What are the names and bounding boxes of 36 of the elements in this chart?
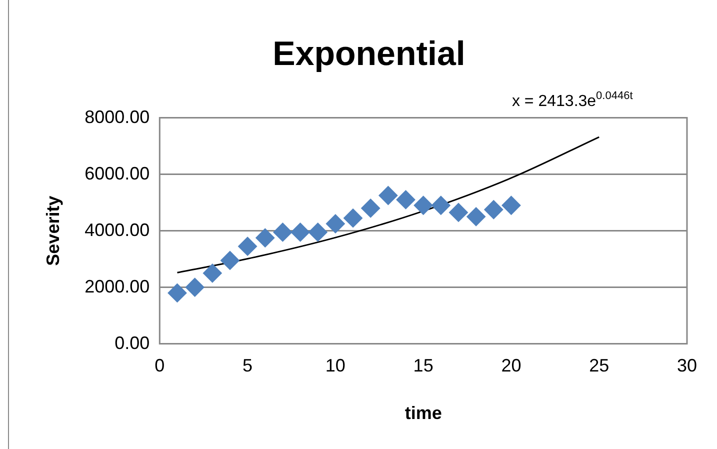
x-tick-label: 25: [589, 356, 610, 376]
x-tick-label: 30: [676, 356, 698, 376]
line-series: [176, 136, 600, 274]
point: [308, 222, 328, 242]
point: [238, 236, 258, 256]
x-tick-label: 10: [325, 356, 346, 376]
x-tick-label: 20: [501, 356, 522, 376]
point: [448, 202, 468, 222]
point: [344, 208, 363, 228]
y-axis-title: Severity: [42, 196, 63, 266]
point: [168, 283, 187, 302]
point: [220, 250, 240, 270]
point: [326, 214, 345, 234]
point: [396, 190, 416, 210]
point: [185, 278, 204, 297]
y-tick-label: 2000.00: [84, 276, 150, 296]
point: [414, 196, 433, 215]
point: [466, 207, 486, 226]
chart-title: Exponential: [272, 34, 466, 73]
point: [361, 198, 380, 218]
y-tick-label: 4000.00: [84, 220, 150, 240]
point: [484, 200, 504, 220]
point: [378, 186, 398, 205]
point: [273, 222, 292, 242]
y-tick-label: 6000.00: [84, 163, 150, 184]
point: [202, 264, 222, 283]
x-tick-label: 0: [154, 356, 165, 376]
x-tick-label: 5: [242, 356, 253, 376]
point: [431, 196, 450, 215]
y-tick-label: 8000.00: [84, 106, 150, 127]
x-tick-label: 15: [413, 356, 434, 376]
point: [256, 228, 275, 248]
x-axis-title: time: [404, 403, 442, 424]
y-tick-label: 0.00: [114, 332, 150, 353]
point: [502, 196, 521, 215]
point: [290, 222, 310, 242]
